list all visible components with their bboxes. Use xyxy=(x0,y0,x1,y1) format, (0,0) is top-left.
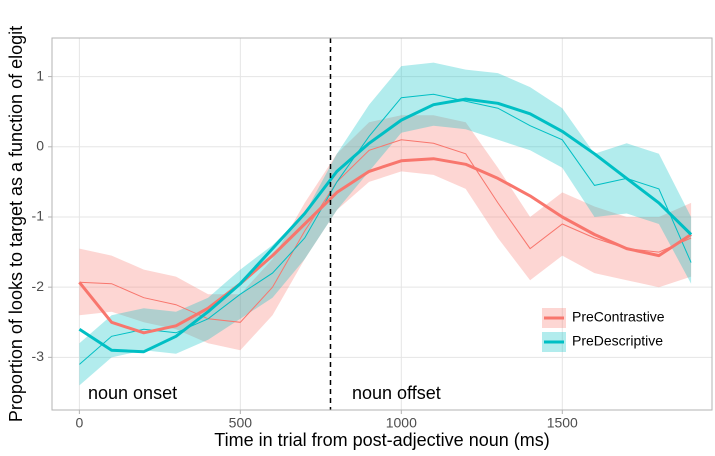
legend: PreContrastive PreDescriptive xyxy=(542,308,665,352)
grid xyxy=(52,38,712,410)
confidence-band xyxy=(79,62,692,386)
x-tick-label: 1500 xyxy=(547,415,578,431)
fit-line xyxy=(78,97,693,354)
annotation: noun offset xyxy=(352,383,441,403)
x-tick-label: 1000 xyxy=(386,415,417,431)
y-tick-label: -2 xyxy=(32,278,45,294)
annotation: noun onset xyxy=(88,383,177,403)
y-tick-label: -1 xyxy=(32,208,45,224)
x-tick-label: 0 xyxy=(75,415,83,431)
observed-line xyxy=(79,139,692,323)
y-axis-title: Proportion of looks to target as a funct… xyxy=(6,26,26,422)
legend-label: PreDescriptive xyxy=(572,333,663,349)
x-tick-label: 500 xyxy=(229,415,253,431)
plot-area xyxy=(78,38,693,410)
x-axis-title: Time in trial from post-adjective noun (… xyxy=(214,430,549,450)
y-tick-label: -3 xyxy=(32,348,45,364)
y-tick-label: 0 xyxy=(36,137,44,153)
y-tick-label: 1 xyxy=(36,67,44,83)
panel-border xyxy=(51,37,713,411)
fit-line xyxy=(78,157,692,335)
legend-label: PreContrastive xyxy=(572,309,665,325)
confidence-band xyxy=(79,115,692,351)
